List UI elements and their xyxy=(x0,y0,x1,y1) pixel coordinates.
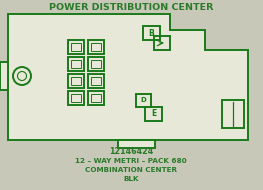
Text: BLK: BLK xyxy=(123,176,139,182)
Bar xyxy=(143,26,160,40)
Text: E: E xyxy=(151,109,156,119)
Bar xyxy=(88,57,104,71)
Bar xyxy=(68,91,84,105)
Bar xyxy=(91,77,101,85)
Bar xyxy=(145,107,162,121)
Bar xyxy=(71,77,81,85)
Polygon shape xyxy=(8,14,248,140)
Bar xyxy=(71,94,81,102)
Text: B: B xyxy=(149,28,154,37)
Text: POWER DISTRIBUTION CENTER: POWER DISTRIBUTION CENTER xyxy=(49,2,213,12)
Bar xyxy=(68,74,84,88)
Bar xyxy=(91,94,101,102)
Bar xyxy=(71,43,81,51)
Bar xyxy=(91,60,101,68)
Text: 12 – WAY METRI – PACK 680: 12 – WAY METRI – PACK 680 xyxy=(75,158,187,164)
Text: COMBINATION CENTER: COMBINATION CENTER xyxy=(85,167,177,173)
Polygon shape xyxy=(118,140,155,148)
Bar xyxy=(88,74,104,88)
Bar xyxy=(154,36,170,50)
Bar xyxy=(91,43,101,51)
Bar xyxy=(68,57,84,71)
Bar xyxy=(71,60,81,68)
Bar xyxy=(136,94,151,107)
Bar xyxy=(222,100,244,128)
Bar xyxy=(88,40,104,54)
Polygon shape xyxy=(0,62,8,90)
Bar xyxy=(88,91,104,105)
Bar xyxy=(68,40,84,54)
Text: D: D xyxy=(141,97,146,104)
Text: 12146424: 12146424 xyxy=(109,147,153,157)
